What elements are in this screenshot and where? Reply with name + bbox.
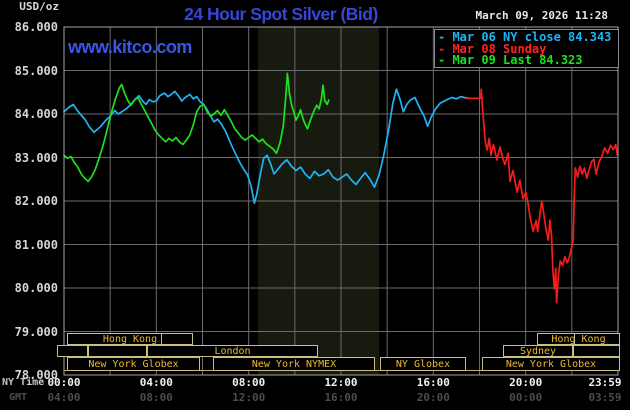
x-tick-ny-time: 00:00 [47,376,81,389]
y-tick-label: 83.000 [14,150,58,165]
y-tick-label: 86.000 [14,20,58,34]
y-tick-label: 80.000 [14,281,58,295]
y-tick-label: 78.000 [14,368,58,382]
session-box-divider [161,333,162,345]
x-tick-gmt: 16:00 [324,391,358,404]
y-tick-label: 79.000 [14,324,58,339]
x-axis-left-label-gmt: GMT [9,392,28,403]
session-box [573,345,620,357]
legend: - Mar 06 NY close 84.343- Mar 08 Sunday -… [434,29,619,68]
x-tick-ny-time: 16:00 [416,376,450,389]
y-tick-label: 85.000 [14,63,58,78]
session-box-new-york-globex: New York Globex [482,357,620,371]
session-box-new-york-globex: New York Globex [67,357,200,371]
series-mar-09 [63,72,330,183]
x-tick-gmt: 20:00 [416,391,450,404]
x-tick-gmt: 03:59 [588,391,622,404]
chart-timestamp: March 09, 2026 11:28 [475,9,608,22]
kitco-watermark-link[interactable]: www.kitco.com [68,37,192,57]
unit-label: USD/oz [19,0,59,13]
legend-item: - Mar 08 Sunday [438,41,547,56]
x-tick-ny-time: 04:00 [139,376,173,389]
x-axis-left-label-ny: NY Time [2,377,45,388]
x-tick-gmt: 08:00 [139,391,173,404]
series-mar-08-sunday [465,88,619,304]
legend-item: - Mar 06 NY close 84.343 [438,30,612,44]
x-tick-gmt: 00:00 [509,391,543,404]
session-box-hong-kong: Hong Kong [537,333,620,345]
x-tick-ny-time: 12:00 [324,376,358,389]
x-tick-ny-time: 20:00 [509,376,543,389]
page-title: 24 Hour Spot Silver (Bid) [184,4,378,24]
session-box-ny-globex: NY Globex [380,357,466,371]
legend-item: - Mar 09 Last 84.323 [438,53,583,67]
session-box-hong-kong: Hong Kong [67,333,193,345]
x-tick-gmt: 04:00 [47,391,81,404]
session-box-new-york-nymex: New York NYMEX [213,357,375,371]
y-tick-label: 82.000 [14,194,58,208]
y-tick-label: 84.000 [14,107,58,121]
x-tick-ny-time: 08:00 [232,376,266,389]
session-box [57,345,88,357]
session-box-sydney: Sydney [503,345,573,357]
x-tick-gmt: 12:00 [232,391,266,404]
session-box-divider [574,333,575,345]
plot-border [63,26,619,376]
session-box-london: London [147,345,318,357]
session-box [88,345,147,357]
y-tick-label: 81.000 [14,237,58,252]
x-tick-ny-time: 23:59 [588,376,622,389]
